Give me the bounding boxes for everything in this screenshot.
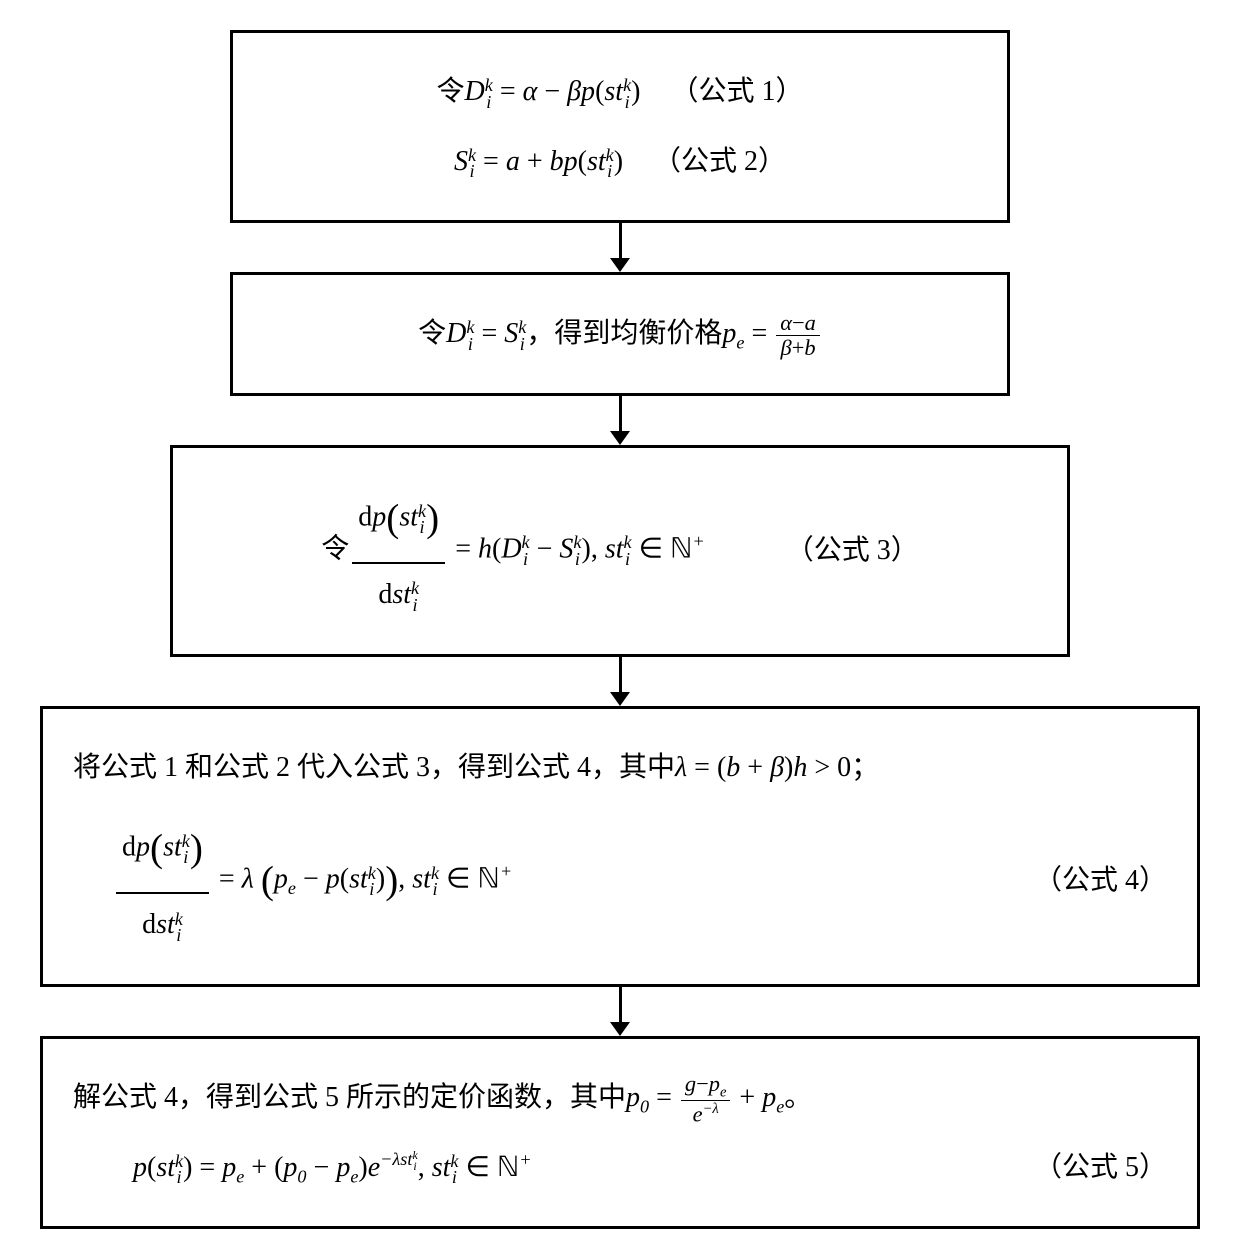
arrow-4 xyxy=(610,987,630,1036)
let-prefix-3: 令 xyxy=(321,533,349,564)
formula-2-line: Ski = a + bp(stki) （公式 2） xyxy=(263,131,977,193)
box5-text-b: 。 xyxy=(784,1082,812,1113)
formula-1-label: （公式 1） xyxy=(670,61,803,123)
formula-3-label: （公式 3） xyxy=(786,520,919,582)
formula-5-label: （公式 5） xyxy=(1034,1137,1167,1199)
box5-text-line: 解公式 4，得到公式 5 所示的定价函数，其中p0 = g−pe e−λ + p… xyxy=(73,1067,1167,1129)
formula-5-line: p(stki) = pe + (p0 − pe)e−λstki, stki ∈ … xyxy=(73,1137,1167,1199)
flow-box-5: 解公式 4，得到公式 5 所示的定价函数，其中p0 = g−pe e−λ + p… xyxy=(40,1036,1200,1229)
box2-line: 令Dki = Ski，得到均衡价格pe = α−a β+b xyxy=(263,303,977,365)
box5-text-a: 解公式 4，得到公式 5 所示的定价函数，其中 xyxy=(73,1082,626,1113)
let-prefix-2: 令 xyxy=(418,318,446,349)
box4-text-a: 将公式 1 和公式 2 代入公式 3，得到公式 4，其中 xyxy=(73,752,675,783)
arrow-3 xyxy=(610,657,630,706)
formula-4-label: （公式 4） xyxy=(1034,850,1167,912)
formula-2-label: （公式 2） xyxy=(653,131,786,193)
flow-box-4: 将公式 1 和公式 2 代入公式 3，得到公式 4，其中λ = (b + β)h… xyxy=(40,706,1200,987)
flow-box-3: 令 dp(stki) dstki = h(Dki − Ski), stki ∈ … xyxy=(170,445,1070,657)
box2-mid-text: ，得到均衡价格 xyxy=(526,318,722,349)
flow-box-2: 令Dki = Ski，得到均衡价格pe = α−a β+b xyxy=(230,272,1010,396)
arrow-2 xyxy=(610,396,630,445)
formula-1-line: 令Dki = α − βp(stki) （公式 1） xyxy=(263,61,977,123)
formula-3-line: 令 dp(stki) dstki = h(Dki − Ski), stki ∈ … xyxy=(203,476,1037,626)
box4-text-line: 将公式 1 和公式 2 代入公式 3，得到公式 4，其中λ = (b + β)h… xyxy=(73,737,1167,799)
box4-text-b: ； xyxy=(851,752,879,783)
flow-box-1: 令Dki = α − βp(stki) （公式 1） Ski = a + bp(… xyxy=(230,30,1010,223)
let-prefix: 令 xyxy=(436,76,464,107)
formula-4-line: dp(stki) dstki = λ (pe − p(stki)), stki … xyxy=(73,806,1167,956)
arrow-1 xyxy=(610,223,630,272)
